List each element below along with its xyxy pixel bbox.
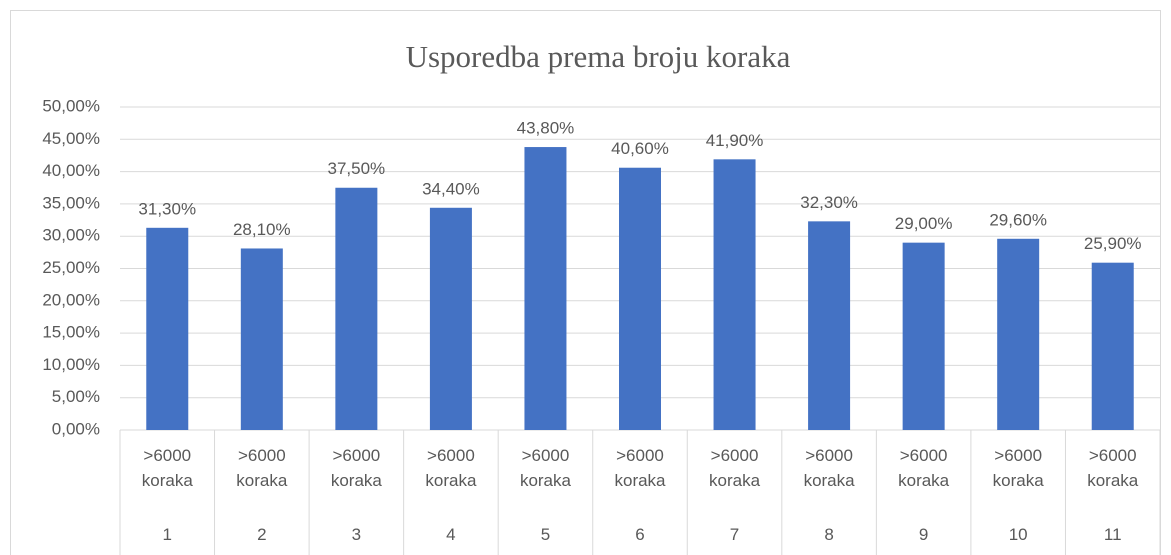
x-tick-label: >6000 koraka: [614, 446, 666, 490]
x-tick-label: >6000 koraka: [141, 446, 193, 490]
x-tick-label: >6000 koraka: [330, 446, 382, 490]
x-group-label: 1: [162, 525, 172, 544]
chart-title: Usporedba prema broju koraka: [406, 39, 791, 74]
data-label: 34,40%: [422, 179, 480, 198]
bar: [429, 207, 472, 430]
x-group-label: 9: [918, 525, 929, 544]
data-label: 29,00%: [895, 214, 953, 233]
x-group-label: 3: [351, 525, 362, 544]
bar: [619, 167, 661, 430]
y-tick-label: 45,00%: [42, 129, 100, 148]
y-tick-label: 0,00%: [52, 419, 100, 438]
data-label: 43,80%: [517, 119, 575, 138]
y-tick-label: 10,00%: [42, 355, 100, 374]
x-tick-label: >6000 koraka: [1087, 446, 1139, 490]
y-tick-label: 25,00%: [42, 258, 100, 277]
data-label: 41,90%: [706, 131, 764, 150]
y-tick-label: 35,00%: [42, 193, 100, 212]
bar: [808, 221, 851, 430]
x-tick-label: >6000 koraka: [425, 446, 477, 490]
bar: [335, 187, 378, 430]
y-tick-label: 20,00%: [42, 290, 100, 309]
x-group-label: 8: [824, 525, 834, 544]
bar: [713, 159, 756, 431]
y-tick-label: 5,00%: [52, 387, 100, 406]
x-tick-label: >6000 koraka: [898, 446, 950, 490]
y-tick-label: 40,00%: [42, 161, 100, 180]
data-label: 32,30%: [800, 193, 858, 212]
x-group-label: 4: [446, 525, 456, 544]
bar: [902, 242, 945, 430]
data-label: 25,90%: [1084, 234, 1142, 253]
x-group-label: 2: [257, 525, 267, 544]
x-tick-label: >6000 koraka: [992, 446, 1044, 490]
y-tick-label: 30,00%: [42, 226, 100, 245]
y-tick-label: 15,00%: [42, 323, 100, 342]
data-label: 28,10%: [233, 220, 291, 239]
data-label: 37,50%: [328, 159, 386, 178]
bar: [146, 227, 189, 430]
data-label: 40,60%: [611, 139, 669, 158]
x-group-label: 11: [1103, 525, 1122, 544]
bar: [997, 238, 1040, 430]
data-label: 29,60%: [989, 210, 1047, 229]
chart-border: [10, 10, 1161, 555]
x-group-label: 10: [1008, 525, 1028, 544]
x-tick-label: >6000 koraka: [519, 446, 571, 490]
x-tick-label: >6000 koraka: [709, 446, 761, 490]
bar: [240, 248, 283, 430]
bar: [524, 147, 567, 430]
x-tick-label: >6000 koraka: [803, 446, 855, 490]
bar: [1091, 262, 1134, 430]
data-label: 31,30%: [138, 199, 196, 218]
y-tick-label: 50,00%: [42, 96, 100, 115]
x-group-label: 6: [635, 525, 645, 544]
x-group-label: 7: [729, 525, 740, 544]
x-tick-label: >6000 koraka: [236, 446, 288, 490]
x-group-label: 5: [540, 525, 551, 544]
